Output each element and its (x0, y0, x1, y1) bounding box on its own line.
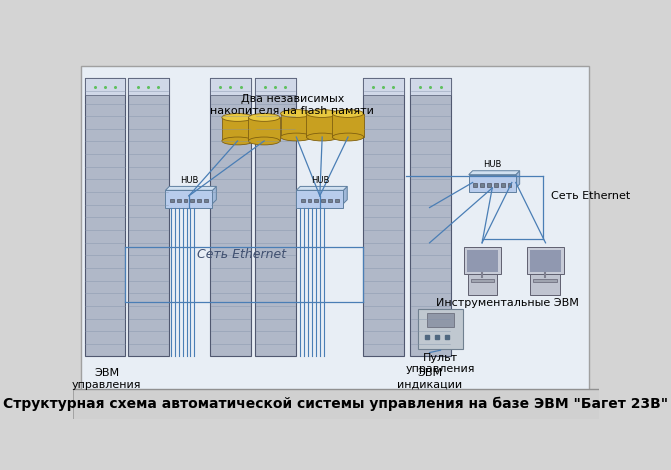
Ellipse shape (332, 110, 364, 118)
Bar (480, 183, 484, 187)
Bar (328, 199, 332, 202)
Ellipse shape (222, 137, 253, 145)
FancyBboxPatch shape (127, 78, 168, 356)
Text: HUB: HUB (483, 160, 501, 169)
Bar (166, 190, 213, 208)
Bar (321, 199, 325, 202)
Bar (533, 279, 557, 282)
Bar (170, 199, 174, 202)
Bar (467, 250, 498, 272)
Polygon shape (213, 187, 216, 204)
Bar (127, 78, 168, 95)
Bar (471, 279, 494, 282)
Bar (494, 183, 498, 187)
Bar (301, 199, 305, 202)
FancyBboxPatch shape (255, 78, 295, 356)
FancyBboxPatch shape (363, 78, 404, 356)
Ellipse shape (307, 110, 338, 118)
FancyBboxPatch shape (527, 247, 564, 274)
Polygon shape (516, 171, 519, 188)
Ellipse shape (248, 137, 280, 145)
Bar (473, 183, 477, 187)
Bar (184, 199, 187, 202)
Ellipse shape (332, 133, 364, 141)
Ellipse shape (280, 133, 312, 141)
Text: Два независимых
накопителя на flash памяти: Два независимых накопителя на flash памя… (211, 94, 374, 116)
Bar (539, 277, 550, 281)
Bar (307, 199, 311, 202)
Text: Инструментальные ЭВМ: Инструментальные ЭВМ (436, 298, 579, 308)
Bar (487, 183, 491, 187)
Polygon shape (469, 171, 519, 175)
Ellipse shape (280, 110, 312, 118)
Bar (529, 250, 561, 272)
Bar (363, 78, 404, 95)
Bar (427, 313, 454, 327)
Text: HUB: HUB (180, 176, 198, 185)
Text: ЭВМ
индикации: ЭВМ индикации (397, 368, 462, 390)
Bar (248, 118, 280, 141)
Bar (197, 199, 201, 202)
Ellipse shape (307, 133, 338, 141)
Ellipse shape (248, 114, 280, 121)
Text: Пульт
управления: Пульт управления (406, 352, 475, 374)
FancyBboxPatch shape (210, 78, 251, 356)
Bar (469, 175, 516, 192)
Bar (255, 78, 295, 95)
Bar (307, 114, 338, 137)
FancyBboxPatch shape (468, 274, 497, 295)
FancyBboxPatch shape (81, 66, 588, 392)
Text: ЭВМ
управления: ЭВМ управления (72, 368, 142, 390)
Text: HUB: HUB (311, 176, 329, 185)
Bar (210, 78, 251, 95)
Bar (477, 277, 488, 281)
Ellipse shape (222, 114, 253, 121)
Bar (410, 78, 451, 95)
Text: Сеть Ethernet: Сеть Ethernet (197, 248, 286, 261)
FancyBboxPatch shape (464, 247, 501, 274)
Bar (315, 199, 318, 202)
Text: Структурная схема автоматической системы управления на базе ЭВМ "Багет 23В": Структурная схема автоматической системы… (3, 397, 668, 411)
Bar (507, 183, 511, 187)
FancyBboxPatch shape (418, 309, 463, 349)
FancyBboxPatch shape (85, 78, 125, 356)
Bar (85, 78, 125, 95)
Bar (73, 390, 599, 419)
Bar (332, 114, 364, 137)
Bar (280, 114, 312, 137)
Bar (191, 199, 195, 202)
Bar (204, 199, 208, 202)
FancyBboxPatch shape (530, 274, 560, 295)
Bar (222, 118, 253, 141)
Text: Сеть Ethernet: Сеть Ethernet (551, 191, 630, 201)
Polygon shape (297, 187, 348, 190)
Bar (335, 199, 339, 202)
Bar (176, 199, 180, 202)
Polygon shape (166, 187, 216, 190)
Bar (501, 183, 505, 187)
Bar (297, 190, 344, 208)
Polygon shape (344, 187, 348, 204)
FancyBboxPatch shape (410, 78, 451, 356)
